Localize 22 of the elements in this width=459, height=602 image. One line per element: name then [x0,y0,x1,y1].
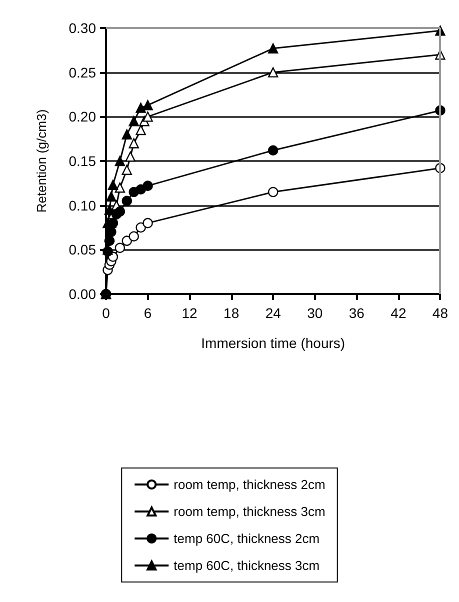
x-tick-label: 0 [102,305,110,321]
x-axis-title: Immersion time (hours) [201,335,346,351]
legend-label: room temp, thickness 2cm [174,477,326,492]
legend-label: room temp, thickness 3cm [174,504,326,519]
x-tick-label: 48 [432,305,448,321]
y-tick-label: 0.30 [68,20,96,36]
x-tick-label: 12 [182,305,198,321]
legend-label: temp 60C, thickness 2cm [174,531,320,546]
y-tick-label: 0.05 [68,242,96,258]
y-tick-label: 0.15 [68,153,96,169]
x-tick-label: 24 [265,305,282,321]
x-tick-label: 42 [390,305,406,321]
x-tick-label: 6 [144,305,152,321]
legend-label: temp 60C, thickness 3cm [174,558,320,573]
y-axis-title: Retention (g/cm3) [34,109,49,213]
x-tick-label: 36 [348,305,365,321]
y-tick-label: 0.25 [68,64,96,80]
y-tick-label: 0.10 [68,197,96,214]
x-tick-label: 18 [224,305,240,321]
y-tick-label: 0.00 [68,286,96,302]
y-tick-label: 0.20 [68,108,96,125]
x-tick-label: 30 [307,305,323,321]
